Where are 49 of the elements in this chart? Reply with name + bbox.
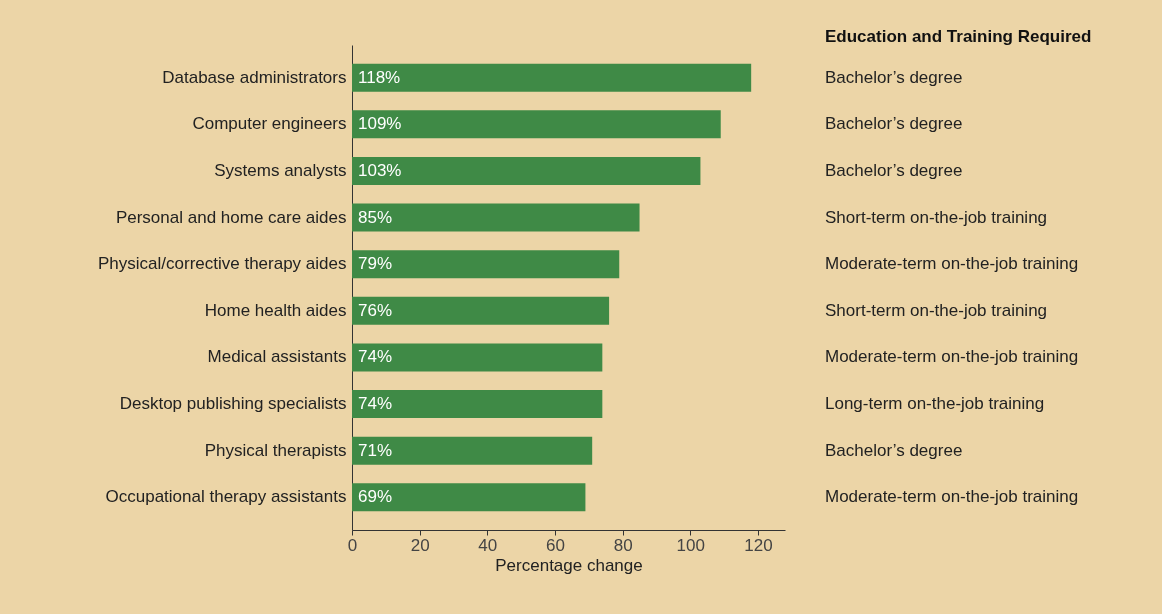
data-label: 109% <box>358 114 402 134</box>
bar <box>352 343 603 372</box>
data-label: 85% <box>358 207 393 227</box>
bar <box>352 390 603 419</box>
bar <box>352 63 752 92</box>
x-tick-label: 20 <box>410 535 430 555</box>
text: Bachelor’s degree <box>825 114 963 134</box>
data-label: 71% <box>358 440 393 460</box>
x-tick-label: 80 <box>613 535 633 555</box>
bar <box>352 483 586 512</box>
text: Short-term on-the-job training <box>825 207 1048 227</box>
text: Moderate-term on-the-job training <box>825 347 1079 367</box>
y-tick-label: Physical therapists <box>204 440 347 460</box>
text: Bachelor’s degree <box>825 440 963 460</box>
y-tick-label: Database administrators <box>162 67 347 87</box>
y-tick-label: Occupational therapy assistants <box>105 487 347 507</box>
text: Bachelor’s degree <box>825 160 963 180</box>
y-tick-label: Medical assistants <box>207 347 347 367</box>
data-label: 74% <box>358 347 393 367</box>
data-label: 69% <box>358 487 393 507</box>
text: Moderate-term on-the-job training <box>825 254 1079 274</box>
y-tick-label: Desktop publishing specialists <box>119 394 347 414</box>
x-axis-title: Percentage change <box>495 555 643 575</box>
bar <box>352 436 593 465</box>
x-tick-label: 40 <box>478 535 498 555</box>
x-tick-label: 120 <box>744 535 773 555</box>
y-tick-label: Home health aides <box>204 300 347 320</box>
data-label: 74% <box>358 394 393 414</box>
bar <box>352 250 620 279</box>
y-tick-label: Personal and home care aides <box>115 207 347 227</box>
y-tick-label: Systems analysts <box>214 160 347 180</box>
text: Long-term on-the-job training <box>825 394 1045 414</box>
bar <box>352 110 721 139</box>
data-label: 79% <box>358 254 393 274</box>
bar <box>352 156 701 185</box>
y-tick-label: Computer engineers <box>192 114 347 134</box>
bar <box>352 203 640 232</box>
y-tick-label: Physical/corrective therapy aides <box>97 254 347 274</box>
text: Moderate-term on-the-job training <box>825 487 1079 507</box>
data-label: 118% <box>358 67 401 87</box>
text: Education and Training Required <box>825 27 1092 46</box>
text: Short-term on-the-job training <box>825 300 1048 320</box>
bar <box>352 296 610 325</box>
text: Bachelor’s degree <box>825 67 963 87</box>
x-tick-label: 60 <box>546 535 565 555</box>
x-tick-label: 100 <box>676 535 705 555</box>
x-tick-label: 0 <box>347 535 358 555</box>
data-label: 103% <box>358 160 402 180</box>
data-label: 76% <box>358 300 393 320</box>
